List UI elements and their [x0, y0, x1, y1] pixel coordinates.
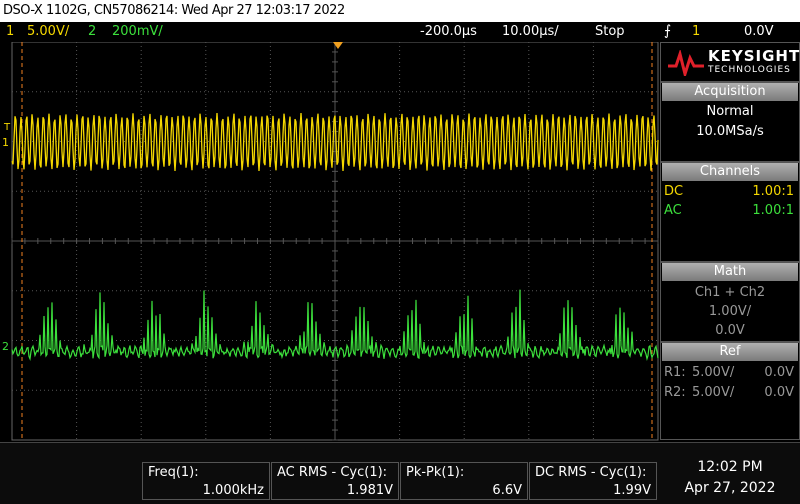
measurement-label: Freq(1): [148, 465, 199, 480]
ch1-marker: 1 [2, 136, 9, 149]
section-header: Ref [662, 343, 798, 361]
run-state[interactable]: Stop [595, 24, 625, 39]
measurement-label: AC RMS - Cyc(1): [277, 465, 388, 480]
clock-time: 12:02 PM [697, 459, 763, 475]
time-offset[interactable]: -200.0µs [420, 24, 477, 39]
waveform-display [11, 42, 659, 441]
math-func: Ch1 + Ch2 [694, 285, 766, 300]
trigger-icon: ⨍ [664, 23, 672, 39]
time-scale[interactable]: 10.00µs/ [502, 24, 559, 39]
measurement[interactable] [529, 462, 657, 500]
math-offset: 0.0V [715, 323, 745, 338]
measurement-value: 6.6V [492, 483, 522, 498]
ch2-probe: 1.00:1 [752, 203, 794, 218]
ch2-marker: 2 [2, 340, 9, 353]
ch2-waveform [11, 289, 659, 362]
logo-mark [668, 50, 704, 76]
ch1-scale[interactable]: 5.00V/ [27, 24, 70, 39]
measurement[interactable] [400, 462, 528, 500]
measurement-value: 1.000kHz [202, 483, 264, 498]
ref-name: R1: [664, 365, 686, 380]
ch2-coupling: AC [664, 203, 682, 218]
ref-scale: 5.00V/ [692, 365, 735, 380]
trigger-marker: T [4, 122, 11, 133]
ch2-number[interactable]: 2 [88, 24, 97, 39]
ref-offset: 0.0V [764, 385, 794, 400]
math-scale: 1.00V/ [708, 304, 752, 319]
trigger-source[interactable]: 1 [692, 24, 701, 39]
ref-offset: 0.0V [764, 365, 794, 380]
acq-mode: Normal [706, 104, 754, 119]
ref-scale: 5.00V/ [692, 385, 735, 400]
title-bar [0, 0, 800, 22]
section-header: Channels [662, 163, 798, 181]
ch1-coupling: DC [664, 184, 684, 199]
trigger-level[interactable]: 0.0V [744, 24, 774, 39]
brand: KEYSIGHT [708, 47, 800, 65]
clock-date: Apr 27, 2022 [684, 480, 776, 496]
section-header: Acquisition [662, 83, 798, 101]
ch1-number[interactable]: 1 [6, 24, 15, 39]
ch1-probe: 1.00:1 [752, 184, 794, 199]
trigger-position [333, 42, 343, 49]
ref-name: R2: [664, 385, 686, 400]
section-header: Math [662, 263, 798, 281]
acq-rate: 10.0MSa/s [696, 124, 764, 139]
brand-sub: TECHNOLOGIES [708, 65, 791, 75]
title-text: DSO-X 1102G, CN57086214: Wed Apr 27 12:0… [3, 3, 345, 18]
ch1-waveform [11, 112, 659, 172]
measurement-label: DC RMS - Cyc(1): [535, 465, 647, 480]
measurement[interactable] [271, 462, 399, 500]
measurement-label: Pk-Pk(1): [406, 465, 465, 480]
measurement-value: 1.99V [613, 483, 651, 498]
ch2-scale[interactable]: 200mV/ [112, 24, 163, 39]
measurement[interactable] [142, 462, 270, 500]
measurement-value: 1.981V [346, 483, 393, 498]
